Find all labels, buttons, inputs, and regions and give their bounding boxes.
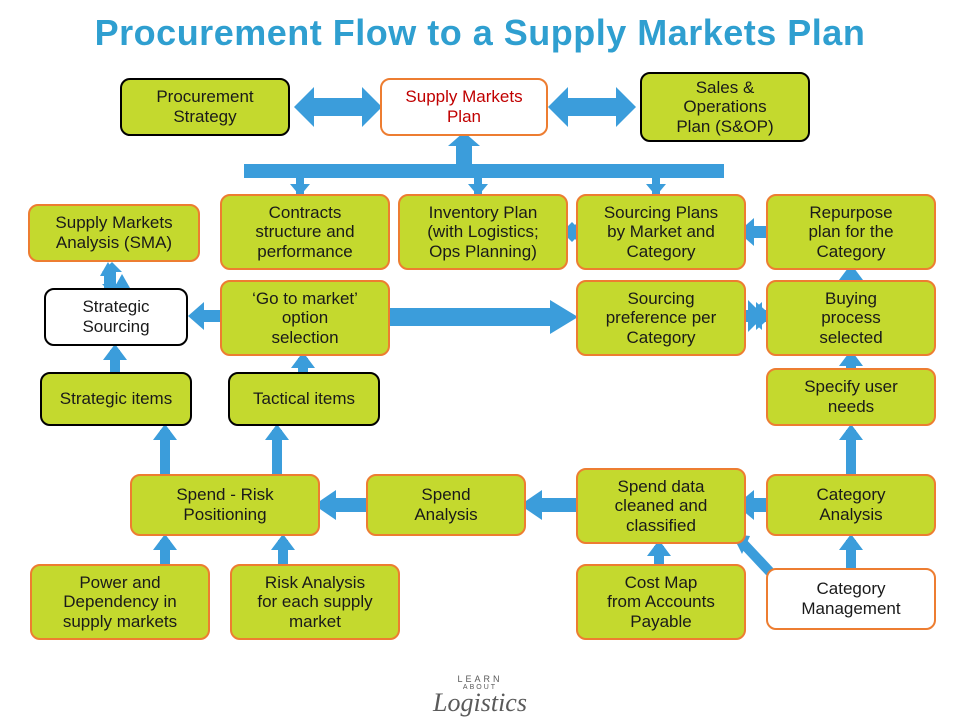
logo: LEARN ABOUT Logistics [433,675,527,714]
node-cat-mgmt: CategoryManagement [766,568,936,630]
node-power-dep: Power andDependency insupply markets [30,564,210,640]
node-inventory: Inventory Plan(with Logistics;Ops Planni… [398,194,568,270]
node-buying-proc: Buyingprocessselected [766,280,936,356]
node-specify-needs: Specify userneeds [766,368,936,426]
node-go-to-market: ‘Go to market’optionselection [220,280,390,356]
node-sourcing-pref: Sourcingpreference perCategory [576,280,746,356]
node-supply-plan: Supply MarketsPlan [380,78,548,136]
node-sma: Supply MarketsAnalysis (SMA) [28,204,200,262]
node-proc-strategy: ProcurementStrategy [120,78,290,136]
node-strategic-src: StrategicSourcing [44,288,188,346]
page-title: Procurement Flow to a Supply Markets Pla… [0,12,960,54]
node-sourcing-plans: Sourcing Plansby Market andCategory [576,194,746,270]
node-cat-analysis: CategoryAnalysis [766,474,936,536]
node-cost-map: Cost Mapfrom AccountsPayable [576,564,746,640]
node-sop: Sales &OperationsPlan (S&OP) [640,72,810,142]
node-contracts: Contractsstructure andperformance [220,194,390,270]
node-spend-risk: Spend - RiskPositioning [130,474,320,536]
node-spend-analysis: SpendAnalysis [366,474,526,536]
node-spend-data: Spend datacleaned andclassified [576,468,746,544]
node-tactical-items: Tactical items [228,372,380,426]
node-strategic-items: Strategic items [40,372,192,426]
node-risk-analysis: Risk Analysisfor each supplymarket [230,564,400,640]
node-repurpose: Repurposeplan for theCategory [766,194,936,270]
